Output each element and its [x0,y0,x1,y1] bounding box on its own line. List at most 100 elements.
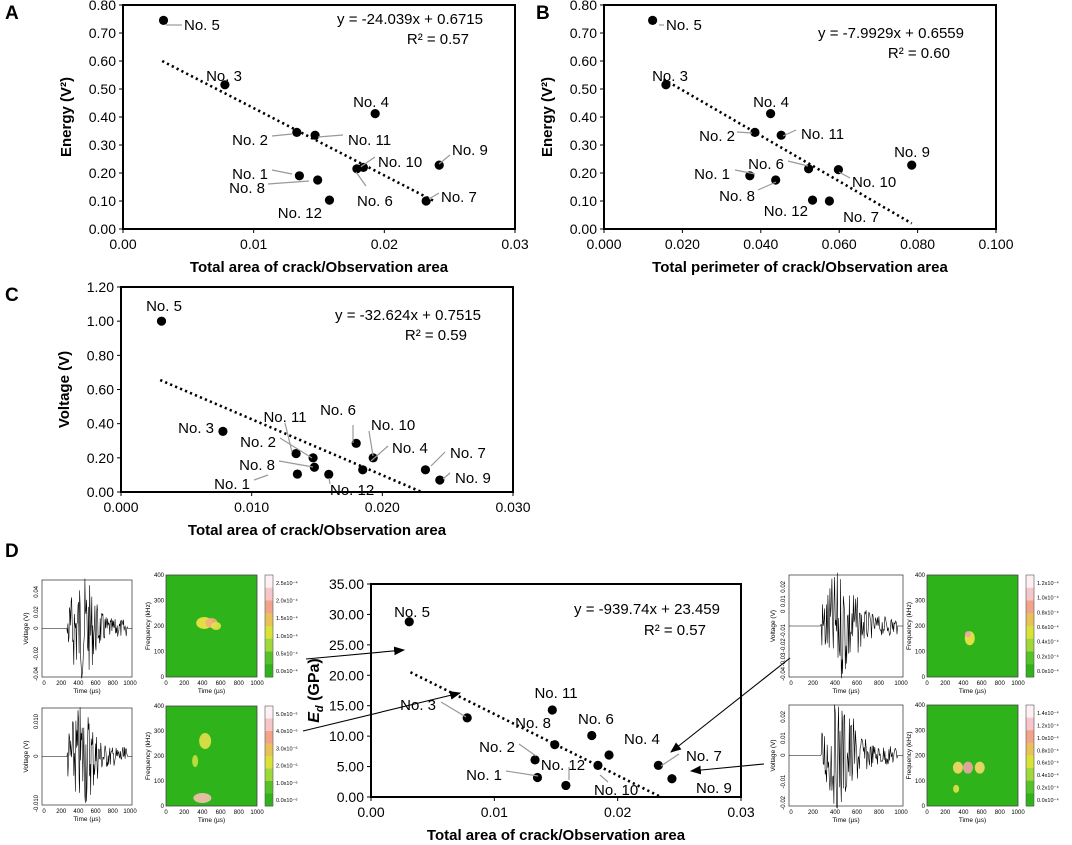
panel-d-ytick-label: 0.00 [337,789,364,805]
panel-d-label-no-9: No. 9 [696,780,732,797]
inset-br-spectrogram-colorbar-tick: 1.0x10⁻⁴ [1037,735,1059,742]
panel-b-label-no-6: No. 6 [748,156,784,173]
panel-c-leader-no-2 [279,437,313,459]
inset-bl-spectrogram-frame [165,705,258,807]
inset-bl-waveform-xtick: 0 [42,809,46,815]
panel-b-ylabel: Energy (V²) [539,77,556,157]
inset-tl-waveform-trace [42,578,132,679]
inset-br-spectrogram-colorbar-tick: 0.0x10⁻⁴ [1037,797,1059,804]
inset-bl-spectrogram-xtick: 200 [179,810,190,816]
panel-c-ytick-label: 1.20 [87,279,114,295]
inset-bl-spectrogram-colorbar-seg [265,781,273,794]
panel-a-ytick-label: 0.80 [89,0,116,13]
inset-tl-spectrogram-colorbar-tick: 2.5x10⁻⁴ [276,580,298,587]
panel-a-point-no-5 [158,15,169,25]
inset-tr-waveform-xtick: 0 [789,681,793,687]
inset-bl-spectrogram-colorbar-seg [265,718,273,732]
inset-br-waveform-ytick: 0 [781,753,787,757]
inset-tl-waveform-ytick: 0 [34,626,40,630]
inset-tl-spectrogram-xtick: 0 [164,681,168,687]
ylabel-unit: (GPa) [306,658,323,705]
panel-b-point-no-5 [648,15,658,25]
inset-br-spectrogram-colorbar-seg [1026,793,1034,807]
arrow-to-no-7 [670,657,791,753]
panel-d-letter: D [5,541,19,562]
inset-tl-waveform-xtick: 800 [108,681,119,687]
panel-d-xtick-label: 0.01 [481,804,508,820]
panel-c-xtick-label: 0.000 [103,499,138,515]
panel-d-ytick-label: 15.00 [329,698,364,714]
panel-d-point-no-1 [532,772,543,783]
inset-br-spectrogram-colorbar-tick: 1.4x10⁻⁴ [1037,710,1059,717]
panel-a-xtick-label: 0.02 [371,236,398,252]
panel-d-label-no-11: No. 11 [534,685,577,702]
panel-b-label-no-12: No. 12 [764,203,808,220]
panel-a-label-no-12: No. 12 [278,205,322,222]
panel-c-equation: y = -32.624x + 0.7515 [335,307,481,324]
panel-d-point-no-5 [404,617,414,627]
inset-br-spectrogram-xtick: 800 [995,810,1006,816]
panel-d-ytick-label: 10.00 [329,728,364,744]
inset-tl-spectrogram-ytick: 200 [154,624,165,630]
panel-c-point-no-7 [420,465,431,475]
inset-tl-spectrogram-xtick: 200 [179,681,190,687]
inset-tr-waveform-trace [789,572,903,679]
inset-br-spectrogram-xtick: 1000 [1011,810,1025,816]
panel-c-point-no-9 [435,475,445,485]
panel-c-point-no-1 [292,469,302,479]
panel-d-ytick-label: 35.00 [329,576,364,592]
panel-c-point-no-6 [351,438,361,448]
panel-c-point-no-12 [324,469,334,480]
inset-bl-spectrogram-colorbar-tick: 0.0x10⁻⁶ [276,797,298,804]
panel-d-point-no-8 [550,740,560,750]
inset-tr-spectrogram-ytick: 200 [915,624,926,630]
inset-bl-spectrogram-colorbar-frame [264,705,274,807]
inset-br-spectrogram-colorbar-seg [1026,717,1034,731]
panel-b-ytick-label: 0.70 [570,25,597,41]
panel-c-label-no-4: No. 4 [392,440,428,457]
panel-b-label-no-3: No. 3 [652,68,688,85]
inset-tr-spectrogram-colorbar-seg [1026,587,1034,601]
inset-br-spectrogram-colorbar-seg [1026,730,1034,744]
panel-b-ytick-label: 0.10 [570,193,597,209]
panel-c-xtick-label: 0.020 [365,499,400,515]
inset-tr-waveform-xtick: 800 [874,681,885,687]
panel-a-point-no-6 [352,164,362,174]
inset-br-waveform-xtick: 400 [830,810,841,816]
inset-tl-spectrogram-colorbar-tick: 1.0x10⁻⁴ [276,633,298,640]
inset-tl-waveform-xtick: 0 [42,681,46,687]
panel-c-label-no-2: No. 2 [240,434,276,451]
inset-bl-waveform-xtick: 600 [91,809,102,815]
panel-a-label-no-6: No. 6 [357,193,393,210]
panel-d-label-no-6: No. 6 [578,711,614,728]
inset-bl-spectrogram-ytick: 0 [161,804,165,810]
panel-b-point-no-6 [804,164,814,174]
panel-c-point-no-11 [291,448,301,459]
inset-br-waveform-ytick: 0.02 [781,710,787,722]
inset-tl-spectrogram-colorbar-seg [265,587,273,601]
panel-a-leader-no-1 [271,169,293,175]
inset-bl-waveform-ytick: -0.010 [34,794,40,812]
inset-tr-spectrogram-colorbar-tick: 0.6x10⁻⁴ [1037,624,1059,631]
inset-tr-spectrogram-colorbar-seg [1026,613,1034,627]
inset-tl-spectrogram-xtick: 600 [216,681,227,687]
inset-bl-spectrogram-xtick: 600 [216,810,227,816]
panel-b-xtick-label: 0.060 [822,236,857,252]
inset-tl-spectrogram-hotspot [211,622,222,630]
panel-d-xlabel: Total area of crack/Observation area [427,827,686,844]
inset-bl-spectrogram-colorbar-tick: 2.0x10⁻⁶ [276,763,298,770]
inset-tr-spectrogram-colorbar-seg [1026,626,1034,640]
panel-d-label-no-10: No. 10 [594,782,638,799]
inset-tl-spectrogram-xtick: 1000 [250,681,264,687]
inset-bl-waveform-xtick: 400 [73,809,84,815]
arrow-to-no-9 [689,763,765,775]
panel-b-point-no-2 [750,127,760,137]
inset-tr-spectrogram-ytick: 400 [915,573,926,579]
inset-br-spectrogram-frame [926,704,1019,807]
panel-d-ytick-label: 5.00 [337,759,364,775]
inset-bl-spectrogram-colorbar-tick: 1.0x10⁻⁶ [276,780,298,787]
panel-c-leader-no-9 [442,472,451,480]
panel-c-ytick-label: 0.00 [87,484,114,500]
panel-b-ytick-label: 0.50 [570,81,597,97]
inset-tl-spectrogram-xtick: 800 [234,681,245,687]
